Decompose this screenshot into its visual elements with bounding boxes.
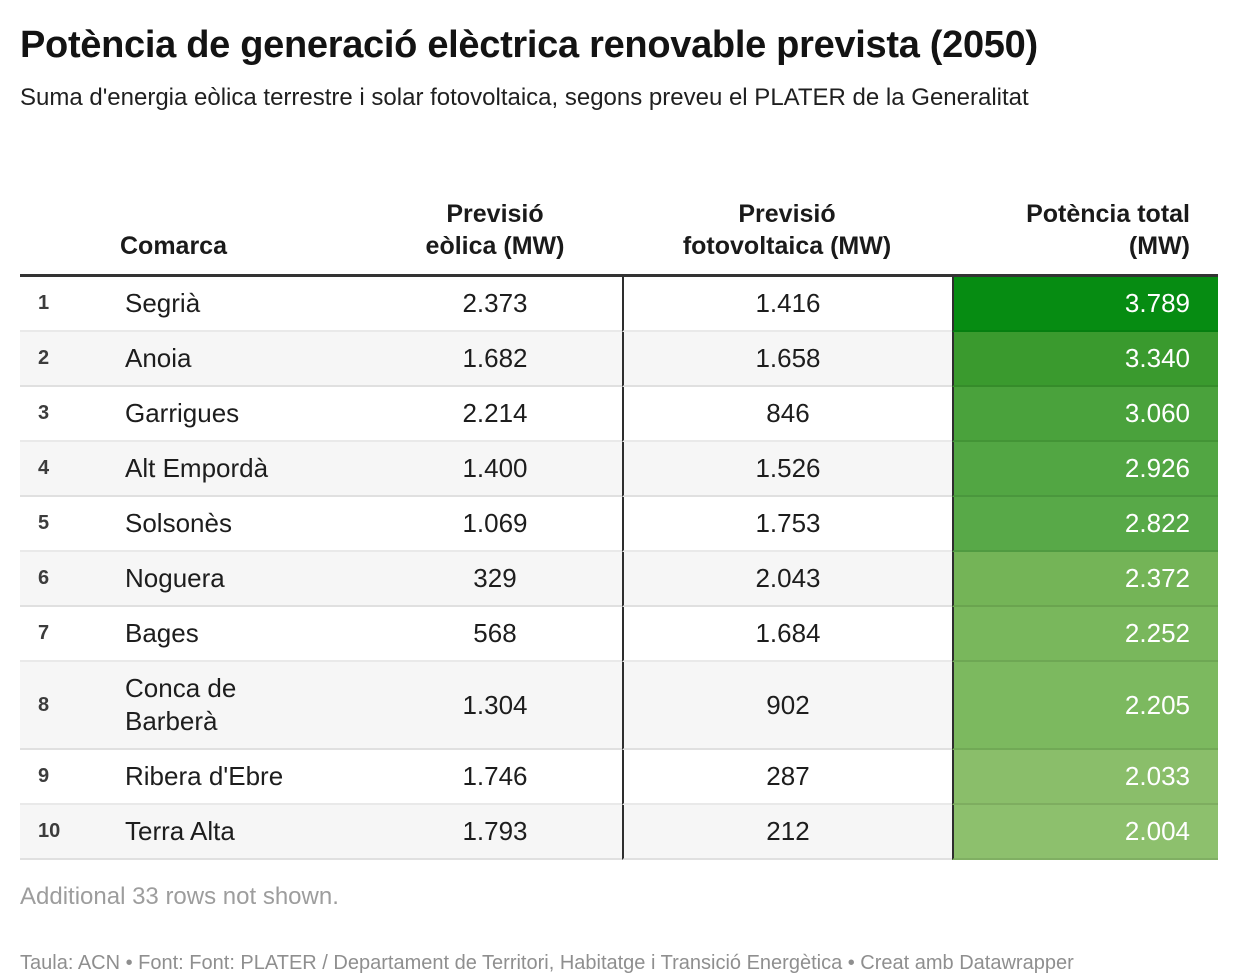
table-row: 9 Ribera d'Ebre 1.746 287 2.033	[20, 750, 1218, 805]
header-previsio-eolica: Previsió eòlica (MW)	[368, 165, 622, 277]
rows-not-shown-note: Additional 33 rows not shown.	[20, 883, 339, 910]
table-row: 10 Terra Alta 1.793 212 2.004	[20, 805, 1218, 860]
cell-rank: 6	[20, 552, 120, 607]
page-title: Potència de generació elèctrica renovabl…	[20, 24, 1038, 66]
cell-fotovoltaica: 1.684	[622, 607, 952, 662]
table-header-row: Comarca Previsió eòlica (MW) Previsió fo…	[20, 165, 1218, 277]
cell-potencia-total: 2.205	[952, 662, 1218, 750]
cell-comarca: Noguera	[120, 552, 368, 607]
table-row: 4 Alt Empordà 1.400 1.526 2.926	[20, 442, 1218, 497]
cell-fotovoltaica: 846	[622, 387, 952, 442]
cell-fotovoltaica: 212	[622, 805, 952, 860]
header-comarca: Comarca	[120, 165, 368, 277]
cell-rank: 3	[20, 387, 120, 442]
cell-potencia-total: 3.060	[952, 387, 1218, 442]
cell-comarca: Garrigues	[120, 387, 368, 442]
table-row: 5 Solsonès 1.069 1.753 2.822	[20, 497, 1218, 552]
cell-eolica: 568	[368, 607, 622, 662]
table-row: 7 Bages 568 1.684 2.252	[20, 607, 1218, 662]
cell-eolica: 1.069	[368, 497, 622, 552]
page-subtitle: Suma d'energia eòlica terrestre i solar …	[20, 84, 1029, 111]
cell-comarca: Solsonès	[120, 497, 368, 552]
header-rank	[20, 165, 120, 277]
cell-potencia-total: 2.372	[952, 552, 1218, 607]
cell-eolica: 1.304	[368, 662, 622, 750]
cell-potencia-total: 3.340	[952, 332, 1218, 387]
cell-comarca: Anoia	[120, 332, 368, 387]
cell-potencia-total: 2.004	[952, 805, 1218, 860]
cell-eolica: 1.400	[368, 442, 622, 497]
table-row: 1 Segrià 2.373 1.416 3.789	[20, 277, 1218, 332]
cell-eolica: 2.373	[368, 277, 622, 332]
cell-eolica: 329	[368, 552, 622, 607]
data-table: Comarca Previsió eòlica (MW) Previsió fo…	[20, 165, 1218, 860]
cell-fotovoltaica: 1.658	[622, 332, 952, 387]
cell-fotovoltaica: 1.416	[622, 277, 952, 332]
header-previsio-fotovoltaica: Previsió fotovoltaica (MW)	[622, 165, 952, 277]
cell-fotovoltaica: 902	[622, 662, 952, 750]
attribution-line: Taula: ACN • Font: Font: PLATER / Depart…	[20, 952, 1074, 974]
cell-potencia-total: 2.252	[952, 607, 1218, 662]
cell-rank: 5	[20, 497, 120, 552]
table-row: 6 Noguera 329 2.043 2.372	[20, 552, 1218, 607]
header-potencia-total: Potència total (MW)	[952, 165, 1218, 277]
cell-potencia-total: 2.822	[952, 497, 1218, 552]
cell-fotovoltaica: 2.043	[622, 552, 952, 607]
cell-rank: 9	[20, 750, 120, 805]
cell-potencia-total: 2.033	[952, 750, 1218, 805]
cell-potencia-total: 3.789	[952, 277, 1218, 332]
cell-fotovoltaica: 1.753	[622, 497, 952, 552]
cell-rank: 1	[20, 277, 120, 332]
cell-rank: 7	[20, 607, 120, 662]
cell-comarca: Ribera d'Ebre	[120, 750, 368, 805]
cell-rank: 8	[20, 662, 120, 750]
table-row: 2 Anoia 1.682 1.658 3.340	[20, 332, 1218, 387]
cell-rank: 10	[20, 805, 120, 860]
cell-rank: 4	[20, 442, 120, 497]
cell-fotovoltaica: 287	[622, 750, 952, 805]
cell-comarca: Terra Alta	[120, 805, 368, 860]
cell-eolica: 1.793	[368, 805, 622, 860]
cell-comarca: Segrià	[120, 277, 368, 332]
cell-rank: 2	[20, 332, 120, 387]
cell-potencia-total: 2.926	[952, 442, 1218, 497]
cell-fotovoltaica: 1.526	[622, 442, 952, 497]
cell-comarca: Alt Empordà	[120, 442, 368, 497]
cell-eolica: 1.746	[368, 750, 622, 805]
table-row: 3 Garrigues 2.214 846 3.060	[20, 387, 1218, 442]
cell-comarca: Bages	[120, 607, 368, 662]
cell-eolica: 1.682	[368, 332, 622, 387]
cell-eolica: 2.214	[368, 387, 622, 442]
table-row: 8 Conca de Barberà 1.304 902 2.205	[20, 662, 1218, 750]
cell-comarca: Conca de Barberà	[120, 662, 368, 750]
